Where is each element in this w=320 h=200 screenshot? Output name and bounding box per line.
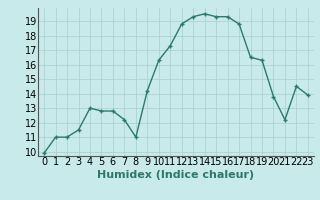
X-axis label: Humidex (Indice chaleur): Humidex (Indice chaleur) xyxy=(97,170,255,180)
